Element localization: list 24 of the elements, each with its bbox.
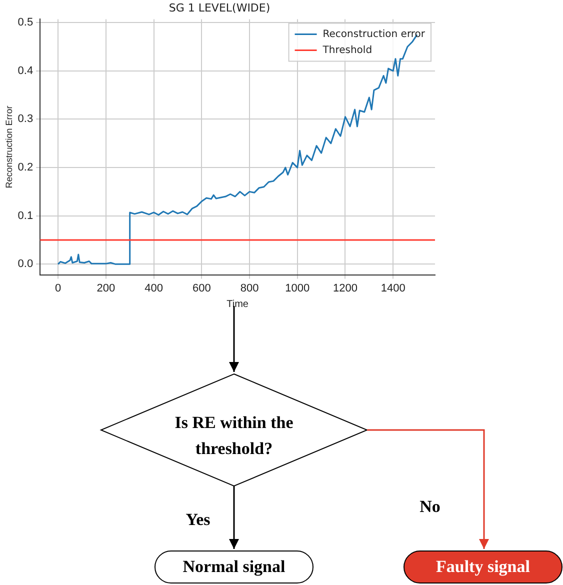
y-tick-label: 0.4 <box>18 64 34 77</box>
y-axis-title: Reconstruction Error <box>4 106 14 188</box>
x-axis-title: Time <box>226 298 249 310</box>
x-tick-label: 200 <box>96 282 116 294</box>
y-tick-label: 0.2 <box>18 162 34 174</box>
text: Normal signal <box>182 557 286 577</box>
text: Yes <box>184 510 212 530</box>
x-tick-label: 0 <box>54 282 62 294</box>
x-tick-label: 600 <box>192 282 211 294</box>
x-tick-label: 800 <box>240 282 259 294</box>
legend-label: Threshold <box>322 44 372 56</box>
text: Is RE within the threshold? <box>174 412 294 460</box>
x-tick-label: 1000 <box>285 282 310 294</box>
y-tick-label: 0.5 <box>18 16 34 29</box>
y-tick-label: 0.3 <box>18 113 34 126</box>
y-tick-label: 0.1 <box>18 210 34 222</box>
x-tick-label: 400 <box>144 282 163 294</box>
text: No <box>418 497 442 517</box>
y-tick-label: 0.0 <box>18 258 34 270</box>
text: Faulty signal <box>435 557 531 577</box>
chart-title: SG 1 LEVEL(WIDE) <box>168 1 270 14</box>
x-tick-label: 1400 <box>380 282 406 294</box>
x-tick-label: 1200 <box>333 282 358 294</box>
legend-label: Reconstruction error <box>322 28 426 40</box>
